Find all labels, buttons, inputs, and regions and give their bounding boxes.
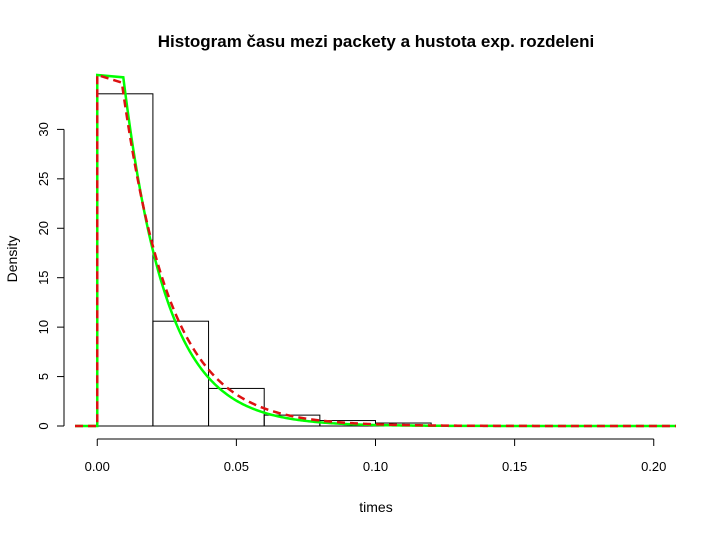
y-tick-label: 25: [36, 172, 51, 186]
density-curves: [75, 73, 676, 428]
histogram-bar: [208, 387, 265, 427]
y-axis: 0 5 10 15 20 25 30: [36, 122, 65, 430]
x-tick-label: 0.05: [224, 459, 249, 474]
x-axis: 0.00 0.05 0.10 0.15 0.20: [85, 438, 666, 474]
x-tick-label: 0.10: [363, 459, 388, 474]
histogram-bar: [96, 93, 154, 427]
x-tick-label: 0.15: [502, 459, 527, 474]
density-curve-green: [75, 73, 676, 428]
y-tick-label: 0: [36, 422, 51, 429]
histogram-bar: [152, 320, 210, 427]
y-tick-label: 15: [36, 270, 51, 284]
histogram-bars: [96, 93, 432, 427]
y-tick-label: 20: [36, 221, 51, 235]
y-axis-label: Density: [4, 236, 20, 283]
y-tick-label: 10: [36, 320, 51, 334]
chart-title: Histogram času mezi packety a hustota ex…: [158, 32, 594, 51]
density-curve-red-dashed: [75, 73, 676, 428]
x-axis-label: times: [359, 499, 392, 515]
y-tick-label: 5: [36, 373, 51, 380]
x-tick-label: 0.00: [85, 459, 110, 474]
x-tick-label: 0.20: [641, 459, 666, 474]
y-tick-label: 30: [36, 122, 51, 136]
